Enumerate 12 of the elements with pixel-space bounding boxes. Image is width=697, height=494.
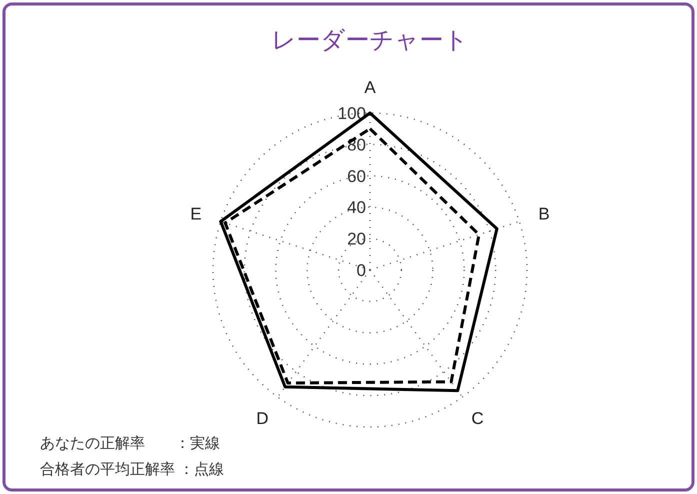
spoke-label: E: [190, 204, 202, 224]
y-tick-label: 60: [347, 166, 366, 186]
spoke-label: A: [364, 78, 376, 97]
y-tick-label: 40: [347, 198, 366, 218]
y-tick-label: 20: [347, 230, 366, 249]
chart-title: レーダーチャート: [272, 27, 468, 54]
spoke-label: B: [538, 204, 550, 224]
text: あなたの正解率 ：実線: [40, 435, 220, 452]
y-tick-label: 0: [356, 261, 366, 280]
text: 合格者の平均正解率 ：点線: [40, 461, 224, 478]
spoke-label: C: [471, 409, 484, 428]
spoke-label: D: [256, 409, 269, 428]
